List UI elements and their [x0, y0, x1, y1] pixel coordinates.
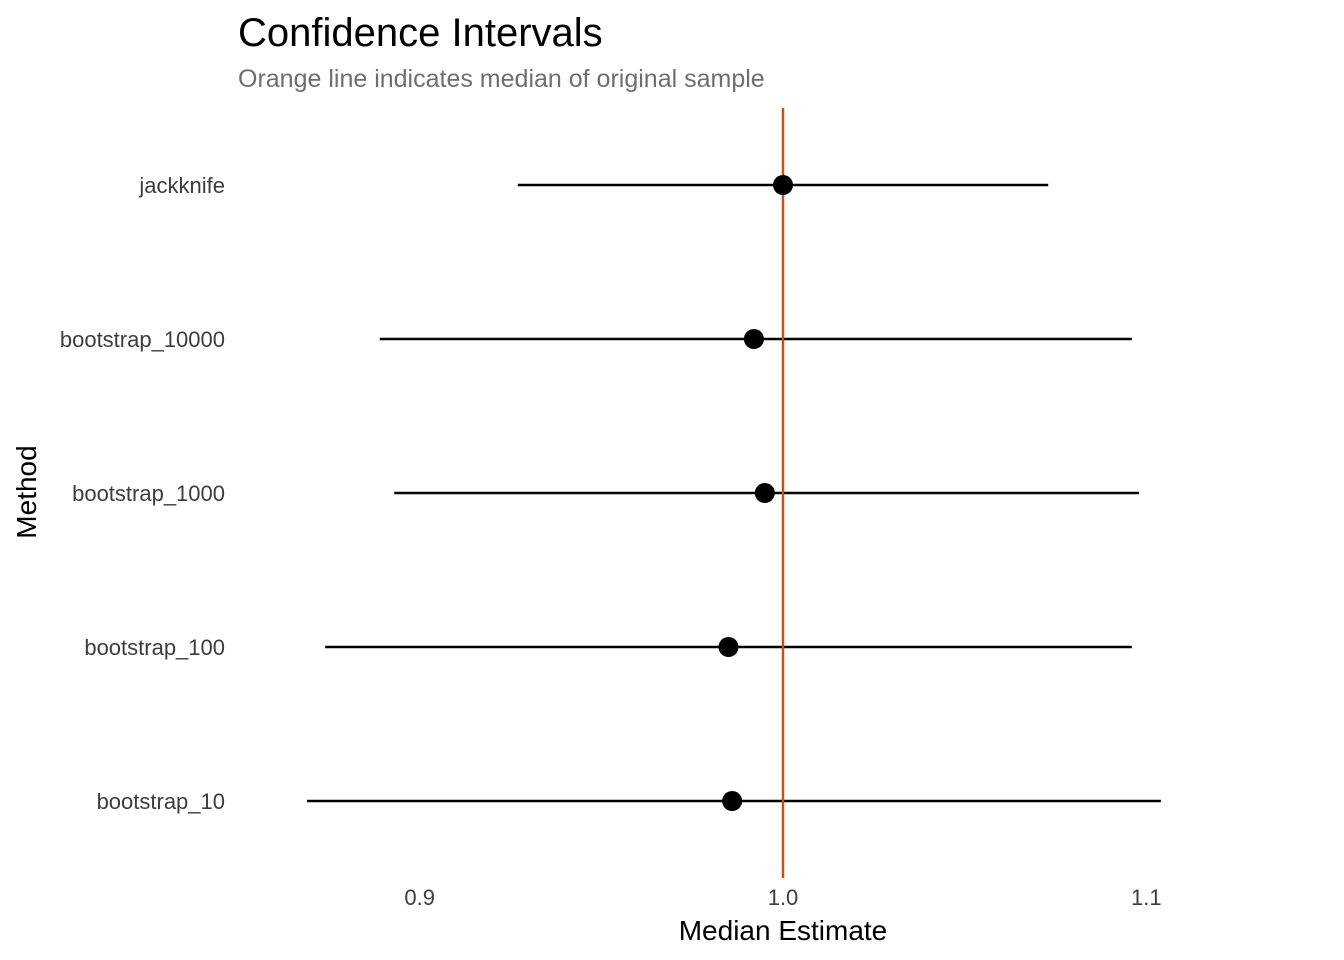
- x-axis-title: Median Estimate: [679, 915, 888, 946]
- estimate-point-bootstrap_100: [718, 637, 739, 657]
- x-tick-label: 1.0: [768, 885, 799, 910]
- chart-subtitle: Orange line indicates median of original…: [238, 65, 765, 93]
- chart-title: Confidence Intervals: [238, 11, 603, 55]
- y-tick-labels: bootstrap_10 bootstrap_100 bootstrap_1000 b…: [60, 173, 225, 814]
- plot-area: [307, 108, 1161, 878]
- estimate-point-bootstrap_10000: [743, 329, 764, 349]
- y-axis-title: Method: [11, 445, 42, 538]
- y-tick-label: bootstrap_10000: [60, 327, 225, 352]
- x-tick-label: 1.1: [1131, 885, 1162, 910]
- x-tick-labels: 0.9 1.0 1.1: [404, 885, 1161, 910]
- y-tick-label: bootstrap_1000: [72, 481, 225, 506]
- estimate-point-jackknife: [773, 175, 793, 195]
- y-tick-label: bootstrap_100: [84, 635, 225, 660]
- y-tick-label: bootstrap_10: [97, 789, 225, 814]
- estimate-point-bootstrap_10: [722, 791, 743, 811]
- estimate-point-bootstrap_1000: [754, 483, 775, 503]
- y-tick-label: jackknife: [138, 173, 225, 198]
- x-tick-label: 0.9: [404, 885, 435, 910]
